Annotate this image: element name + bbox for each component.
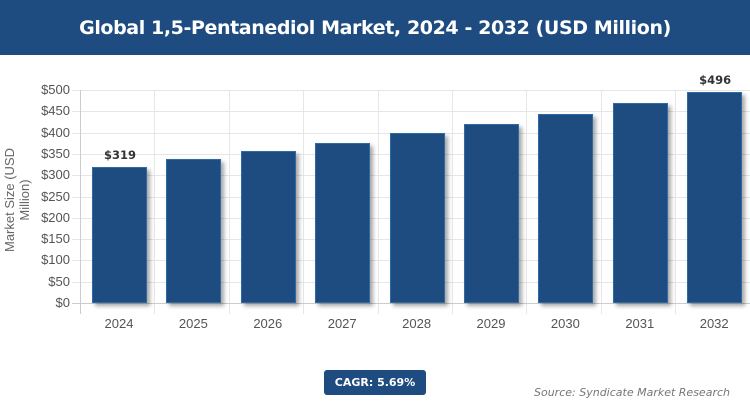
- x-tick-label: 2029: [476, 316, 506, 331]
- y-tick-label: $450: [41, 103, 70, 119]
- y-tick-label: $150: [41, 231, 70, 247]
- source-note: Source: Syndicate Market Research: [534, 386, 730, 399]
- gridline-horizontal: [72, 132, 750, 134]
- y-tick-label: $50: [48, 273, 70, 289]
- x-tick-label: 2028: [402, 316, 432, 331]
- data-label: $496: [699, 72, 732, 87]
- cagr-badge: CAGR: 5.69%: [324, 370, 426, 395]
- y-tick-label: $400: [41, 124, 70, 140]
- bar-2029: [464, 124, 519, 303]
- bar-2025: [166, 159, 222, 303]
- gridline-vertical: [228, 90, 230, 314]
- x-tick-label: 2030: [550, 316, 580, 331]
- bar-2024: [92, 167, 147, 303]
- y-tick-label: $0: [55, 295, 70, 310]
- y-axis: [80, 90, 81, 314]
- title-banner: Global 1,5-Pentanediol Market, 2024 - 20…: [0, 0, 750, 55]
- y-tick-label: $250: [41, 188, 70, 204]
- bar-2031: [612, 103, 668, 303]
- y-tick-label: $350: [41, 145, 70, 161]
- gridline-vertical: [303, 90, 305, 314]
- y-tick-label: $300: [41, 167, 70, 183]
- gridline-vertical: [675, 90, 677, 314]
- bar-2032: [687, 91, 743, 303]
- gridline-vertical: [526, 90, 528, 314]
- bar-2027: [315, 142, 371, 303]
- gridline-vertical: [377, 90, 379, 314]
- x-tick-label: 2031: [625, 316, 655, 331]
- x-tick-label: 2024: [104, 316, 134, 331]
- y-tick-label: $500: [41, 82, 70, 97]
- chart-title: Global 1,5-Pentanediol Market, 2024 - 20…: [79, 16, 671, 39]
- gridline-vertical: [452, 90, 453, 314]
- x-tick-label: 2025: [178, 316, 208, 331]
- x-axis: [72, 303, 750, 304]
- bar-2026: [240, 151, 296, 303]
- x-tick-label: 2027: [327, 316, 357, 331]
- bar-2030: [538, 113, 594, 303]
- x-tick-label: 2026: [253, 316, 283, 331]
- y-tick-label: $100: [41, 252, 70, 268]
- gridline-vertical: [154, 90, 156, 314]
- y-tick-label: $200: [41, 209, 70, 225]
- data-label: $319: [103, 148, 136, 163]
- gridline-horizontal: [72, 90, 750, 91]
- gridline-vertical: [600, 90, 602, 314]
- bar-2028: [389, 133, 445, 303]
- x-tick-label: 2032: [699, 316, 729, 331]
- gridline-horizontal: [72, 111, 750, 113]
